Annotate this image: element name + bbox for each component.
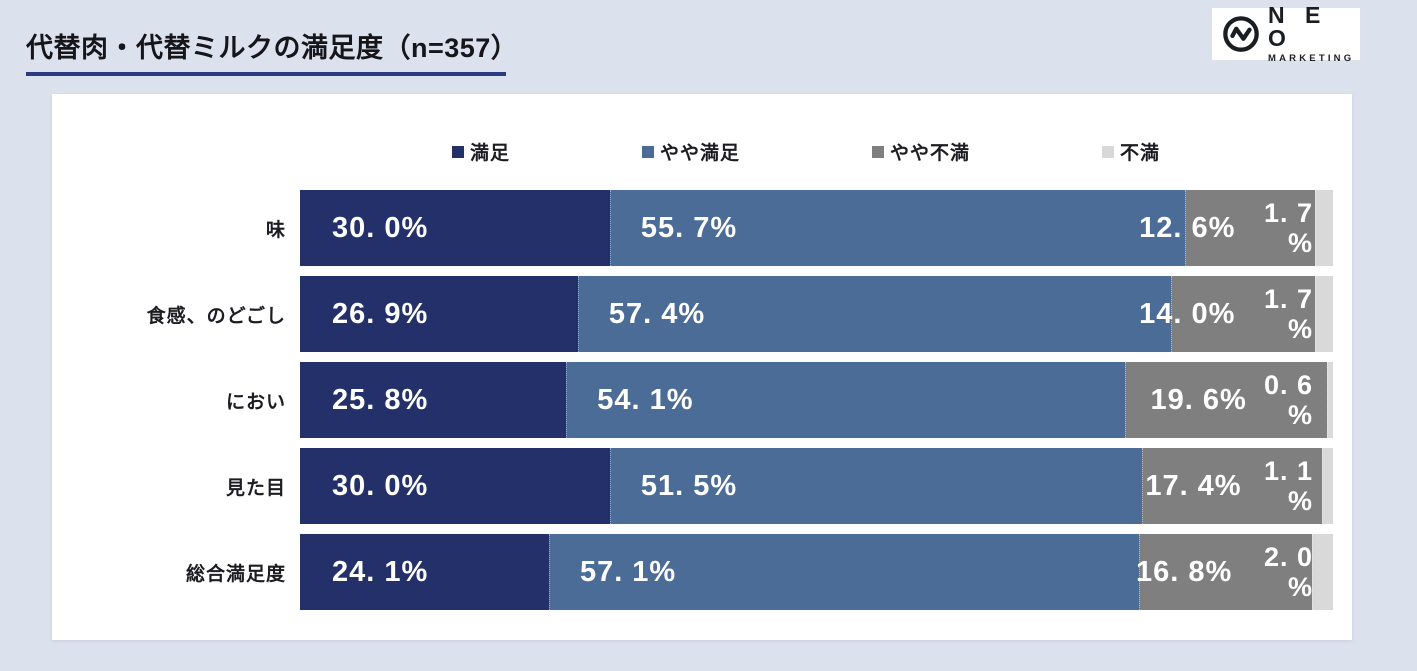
bar-segment-yaya-manzoku: 57. 4% xyxy=(577,276,1171,352)
value-label: 12. 6% xyxy=(1139,211,1236,244)
chart-row: 味 30. 0% 55. 7% 12. 6% 1. 7% xyxy=(52,190,1352,266)
bar-segment-yaya-manzoku: 57. 1% xyxy=(548,534,1139,610)
legend-swatch xyxy=(452,145,464,158)
chart-plot-area: 味 30. 0% 55. 7% 12. 6% 1. 7% 食感、のどごし 26.… xyxy=(52,190,1352,620)
stacked-bar: 30. 0% 51. 5% 17. 4% 1. 1% xyxy=(300,448,1333,524)
neo-marketing-logo: N E O MARKETING xyxy=(1212,4,1360,63)
value-label: 25. 8% xyxy=(332,383,429,416)
bar-segment-fuman xyxy=(1315,190,1333,266)
logo-name: N E O xyxy=(1268,2,1328,52)
legend-item-yaya-fuman: やや不満 xyxy=(871,138,970,165)
bar-segment-fuman xyxy=(1326,362,1334,438)
value-label-last: 0. 6% xyxy=(1263,369,1313,430)
logo-text: N E O MARKETING xyxy=(1268,4,1354,64)
value-label: 54. 1% xyxy=(597,383,694,416)
bar-segment-manzoku: 24. 1% xyxy=(300,534,549,610)
stacked-bar: 26. 9% 57. 4% 14. 0% 1. 7% xyxy=(300,276,1333,352)
bar-segment-yaya-fuman: 14. 0% xyxy=(1139,276,1316,352)
value-label: 57. 4% xyxy=(608,297,706,330)
legend-label: やや不満 xyxy=(889,143,970,164)
bar-segment-yaya-fuman: 12. 6% xyxy=(1139,190,1316,266)
bar-segment-manzoku: 30. 0% xyxy=(300,190,610,266)
category-label: 食感、のどごし xyxy=(146,305,286,327)
bar-segment-manzoku: 26. 9% xyxy=(300,276,578,352)
category-label: 味 xyxy=(265,219,286,241)
stacked-bar: 24. 1% 57. 1% 16. 8% 2. 0% xyxy=(300,534,1333,610)
chart-row: 総合満足度 24. 1% 57. 1% 16. 8% 2. 0% xyxy=(52,534,1352,610)
chart-row: 食感、のどごし 26. 9% 57. 4% 14. 0% 1. 7% xyxy=(52,276,1352,352)
bar-segment-fuman xyxy=(1312,534,1333,610)
legend-swatch xyxy=(1101,145,1114,158)
chart-legend: 満足 やや満足 やや不満 不満 xyxy=(452,138,1160,165)
legend-swatch xyxy=(641,145,654,158)
bar-segment-manzoku: 30. 0% xyxy=(300,448,610,524)
bar-segment-yaya-fuman: 19. 6% xyxy=(1124,362,1327,438)
legend-label: 満足 xyxy=(470,143,511,164)
value-label-last: 1. 7% xyxy=(1263,197,1313,258)
legend-item-fuman: 不満 xyxy=(1101,138,1160,165)
value-label: 16. 8% xyxy=(1136,555,1233,588)
chart-row: 見た目 30. 0% 51. 5% 17. 4% 1. 1% xyxy=(52,448,1352,524)
legend-item-manzoku: 満足 xyxy=(452,138,510,165)
pulse-circle-icon xyxy=(1222,15,1260,53)
chart-row: におい 25. 8% 54. 1% 19. 6% 0. 6% xyxy=(52,362,1352,438)
value-label: 17. 4% xyxy=(1145,469,1242,502)
category-label: におい xyxy=(225,391,286,413)
page-title: 代替肉・代替ミルクの満足度（n=357） xyxy=(26,26,518,76)
legend-label: やや満足 xyxy=(659,143,740,164)
legend-label: 不満 xyxy=(1119,143,1160,164)
bar-segment-fuman xyxy=(1315,276,1333,352)
bar-segment-yaya-manzoku: 51. 5% xyxy=(609,448,1142,524)
bar-segment-fuman xyxy=(1321,448,1333,524)
bar-segment-manzoku: 25. 8% xyxy=(300,362,567,438)
logo-subtitle: MARKETING xyxy=(1268,53,1355,65)
category-label: 総合満足度 xyxy=(185,563,286,585)
value-label-last: 1. 1% xyxy=(1263,455,1313,516)
value-label: 57. 1% xyxy=(579,555,677,588)
value-label: 30. 0% xyxy=(332,211,429,244)
value-label: 14. 0% xyxy=(1139,297,1236,330)
value-label: 19. 6% xyxy=(1150,383,1247,416)
legend-swatch xyxy=(871,145,884,158)
category-label: 見た目 xyxy=(225,477,286,499)
legend-item-yaya-manzoku: やや満足 xyxy=(641,138,740,165)
value-label-last: 1. 7% xyxy=(1263,283,1313,344)
bar-segment-yaya-fuman: 16. 8% xyxy=(1136,534,1313,610)
chart-card: 満足 やや満足 やや不満 不満 味 30. 0% 55. 7% 12. 6% 1… xyxy=(52,94,1352,640)
value-label: 26. 9% xyxy=(332,297,429,330)
value-label: 51. 5% xyxy=(640,469,738,502)
bar-segment-yaya-manzoku: 55. 7% xyxy=(609,190,1186,266)
value-label: 24. 1% xyxy=(332,555,429,588)
value-label: 30. 0% xyxy=(332,469,429,502)
bar-segment-yaya-fuman: 17. 4% xyxy=(1141,448,1322,524)
value-label: 55. 7% xyxy=(640,211,738,244)
stacked-bar: 30. 0% 55. 7% 12. 6% 1. 7% xyxy=(300,190,1333,266)
bar-segment-yaya-manzoku: 54. 1% xyxy=(566,362,1125,438)
stacked-bar: 25. 8% 54. 1% 19. 6% 0. 6% xyxy=(300,362,1334,438)
value-label-last: 2. 0% xyxy=(1263,541,1313,602)
